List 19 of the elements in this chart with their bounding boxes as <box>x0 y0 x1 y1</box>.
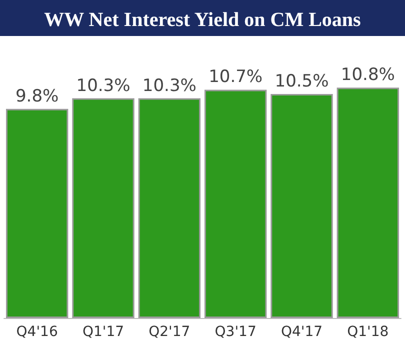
bar <box>138 98 201 318</box>
data-label: 10.8% <box>340 65 395 86</box>
data-label: 10.7% <box>208 67 263 88</box>
chart-title: WW Net Interest Yield on CM Loans <box>44 9 362 31</box>
x-tick-label: Q4'16 <box>16 324 58 340</box>
x-tick-label: Q1'18 <box>347 324 389 340</box>
bar <box>204 90 267 318</box>
data-label: 10.3% <box>76 76 130 96</box>
bar <box>336 88 400 318</box>
bar <box>72 98 134 318</box>
data-label: 10.5% <box>274 72 329 92</box>
x-tick-label: Q2'17 <box>148 324 190 340</box>
x-tick-label: Q1'17 <box>82 324 124 340</box>
data-label: 9.8% <box>15 86 59 106</box>
data-label: 10.3% <box>142 76 196 96</box>
bar <box>6 108 68 318</box>
x-tick-label: Q3'17 <box>214 324 256 340</box>
x-tick-label: Q4'17 <box>280 324 323 340</box>
bar <box>270 94 333 318</box>
